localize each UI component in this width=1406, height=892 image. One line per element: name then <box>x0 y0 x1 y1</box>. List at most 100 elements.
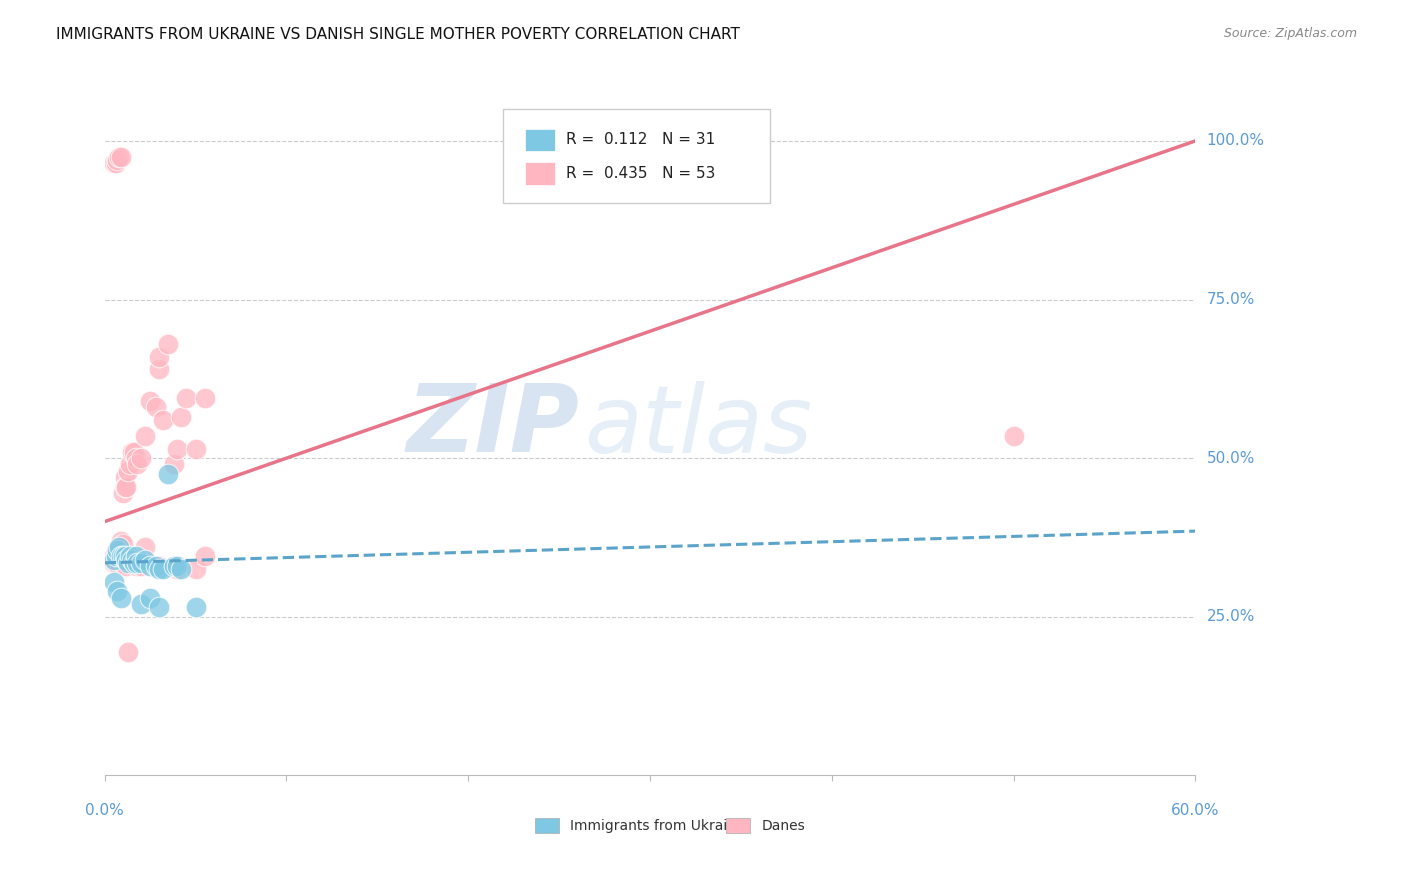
Point <box>110 533 132 548</box>
Point <box>103 556 125 570</box>
Point <box>129 559 152 574</box>
Text: 100.0%: 100.0% <box>1206 134 1264 148</box>
Point <box>129 556 152 570</box>
FancyBboxPatch shape <box>536 818 560 833</box>
Point <box>110 549 132 564</box>
Text: IMMIGRANTS FROM UKRAINE VS DANISH SINGLE MOTHER POVERTY CORRELATION CHART: IMMIGRANTS FROM UKRAINE VS DANISH SINGLE… <box>56 27 740 42</box>
Text: 0.0%: 0.0% <box>86 803 124 818</box>
Point <box>117 645 139 659</box>
Point <box>108 540 131 554</box>
Point <box>114 480 136 494</box>
Point <box>163 458 186 472</box>
Point <box>170 562 193 576</box>
Point <box>122 444 145 458</box>
Point <box>148 600 170 615</box>
Text: R =  0.435   N = 53: R = 0.435 N = 53 <box>567 166 716 181</box>
Point <box>134 429 156 443</box>
Point <box>194 549 217 564</box>
Point <box>166 559 188 574</box>
Point <box>1002 429 1025 443</box>
FancyBboxPatch shape <box>524 162 555 185</box>
Point <box>170 409 193 424</box>
Point <box>114 552 136 566</box>
Point <box>145 559 167 574</box>
Point <box>105 543 128 558</box>
Text: R =  0.112   N = 31: R = 0.112 N = 31 <box>567 132 716 147</box>
Point <box>148 362 170 376</box>
Text: ZIP: ZIP <box>406 380 579 473</box>
Point <box>104 549 127 564</box>
Point <box>166 562 188 576</box>
Point <box>139 394 162 409</box>
Text: Danes: Danes <box>761 819 806 832</box>
Point <box>152 413 174 427</box>
Point <box>105 153 128 167</box>
Point <box>108 549 131 564</box>
Point <box>127 559 149 574</box>
Point <box>111 537 134 551</box>
Point <box>103 574 125 589</box>
Point <box>117 556 139 570</box>
Point <box>166 442 188 456</box>
Point <box>184 600 207 615</box>
Point <box>105 584 128 599</box>
Point <box>129 451 152 466</box>
Text: 60.0%: 60.0% <box>1171 803 1219 818</box>
Point <box>148 559 170 574</box>
Point <box>121 444 143 458</box>
Point <box>115 552 138 566</box>
Text: 25.0%: 25.0% <box>1206 609 1254 624</box>
Point <box>111 549 134 564</box>
Point <box>117 464 139 478</box>
Text: atlas: atlas <box>585 381 813 472</box>
Point <box>105 552 128 566</box>
Point <box>121 552 143 566</box>
Point <box>122 556 145 570</box>
Point <box>139 559 162 574</box>
Point <box>152 562 174 576</box>
Point <box>120 549 142 564</box>
Point <box>145 401 167 415</box>
Point <box>103 552 125 566</box>
Point <box>103 549 125 564</box>
Text: Source: ZipAtlas.com: Source: ZipAtlas.com <box>1223 27 1357 40</box>
Point <box>105 543 128 558</box>
Point <box>111 556 134 570</box>
Point <box>104 156 127 170</box>
Point <box>157 467 180 481</box>
Text: Immigrants from Ukraine: Immigrants from Ukraine <box>571 819 745 832</box>
Point <box>134 552 156 566</box>
Point <box>124 549 146 564</box>
Point <box>115 559 138 574</box>
Point <box>124 451 146 466</box>
Point <box>127 556 149 570</box>
Point <box>148 350 170 364</box>
Point <box>163 559 186 574</box>
Point <box>104 556 127 570</box>
FancyBboxPatch shape <box>524 128 555 151</box>
Point <box>114 549 136 564</box>
Point <box>148 562 170 576</box>
Text: 75.0%: 75.0% <box>1206 292 1254 307</box>
Point <box>110 543 132 558</box>
Point <box>184 562 207 576</box>
Point <box>108 150 131 164</box>
Point <box>110 150 132 164</box>
FancyBboxPatch shape <box>727 818 751 833</box>
Point <box>157 337 180 351</box>
Point <box>134 540 156 554</box>
Point <box>184 442 207 456</box>
Text: 50.0%: 50.0% <box>1206 450 1254 466</box>
Point <box>111 486 134 500</box>
Point <box>127 458 149 472</box>
Point <box>120 458 142 472</box>
Point <box>139 591 162 605</box>
Point <box>104 549 127 564</box>
Point <box>114 470 136 484</box>
Point <box>115 480 138 494</box>
Point <box>129 597 152 611</box>
Point <box>194 391 217 405</box>
Point <box>176 391 198 405</box>
Point <box>103 156 125 170</box>
Point <box>108 540 131 554</box>
